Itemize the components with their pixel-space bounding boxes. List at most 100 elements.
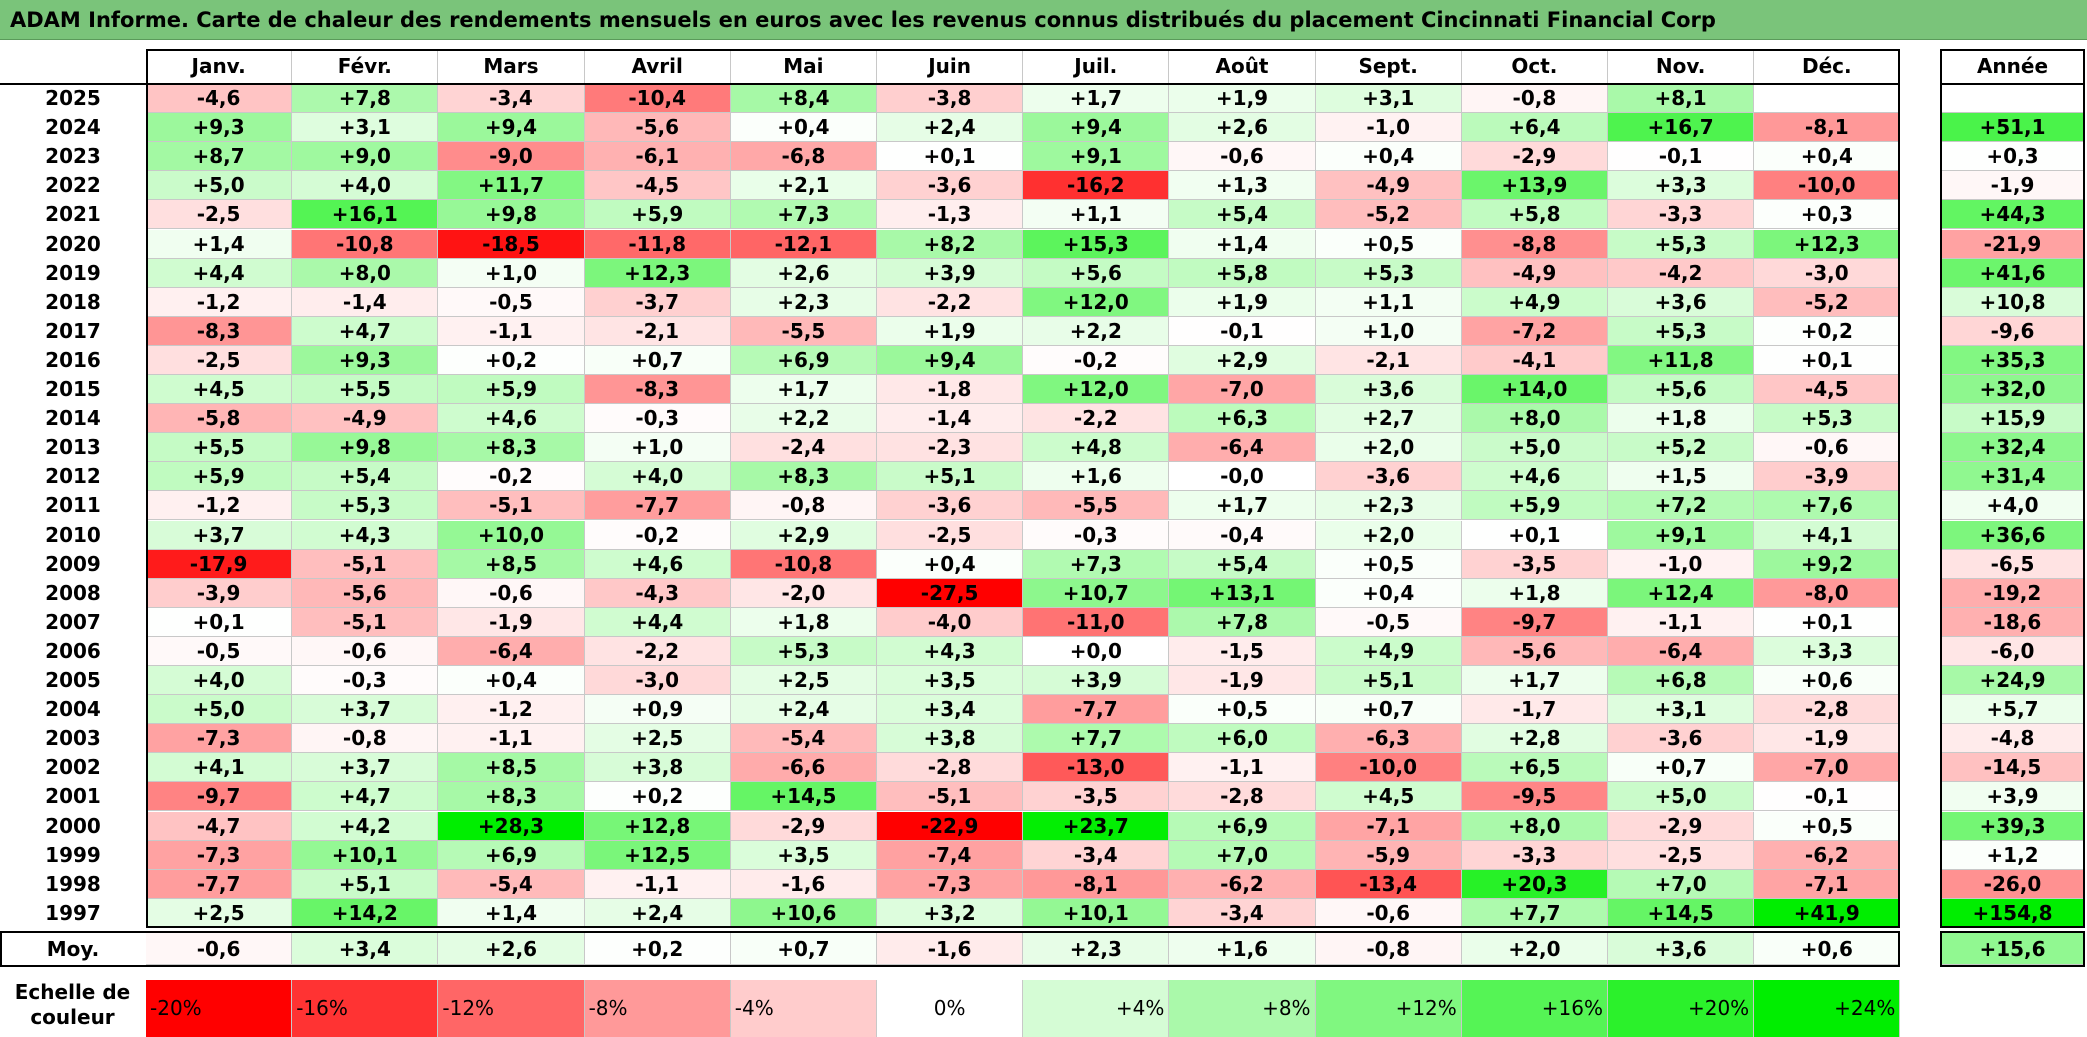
heatmap-cell: -8,3 [584,375,731,405]
heatmap-cell: +0,5 [1315,229,1462,259]
annual-cell: +32,4 [1940,433,2085,463]
heatmap-cell: -0,6 [1754,433,1901,463]
heatmap-cell: +13,1 [1169,578,1316,608]
heatmap-cell: +3,2 [877,898,1024,928]
scale-swatch: -16% [292,980,439,1037]
column-header: Juin [877,49,1024,83]
heatmap-cell: +9,4 [877,345,1024,375]
heatmap-cell: +4,4 [146,258,293,288]
heatmap-cell: +10,6 [730,898,877,928]
heatmap-cell: +4,4 [584,607,731,637]
heatmap-cell: +5,0 [146,695,293,725]
heatmap-cell: +2,4 [584,898,731,928]
heatmap-cell: -0,5 [438,287,585,317]
heatmap-cell: +1,0 [438,258,585,288]
year-label: 2015 [45,377,101,401]
annual-cell: -9,6 [1940,316,2085,346]
heatmap-cell: +2,8 [1461,724,1608,754]
heatmap-cell: -2,0 [730,578,877,608]
year-label: 1999 [45,842,101,867]
heatmap-cell: -1,0 [1315,113,1462,143]
heatmap-cell: -3,4 [1169,898,1316,928]
heatmap-cell: -5,1 [292,607,439,637]
heatmap-cell: +1,7 [1169,491,1316,521]
heatmap-cell: -7,2 [1461,316,1608,346]
heatmap-cell: +10,1 [1023,898,1170,928]
heatmap-cell: +5,1 [877,462,1024,492]
heatmap-cell: -0,6 [1315,898,1462,928]
heatmap-cell: -7,0 [1169,375,1316,405]
heatmap-cell: -10,8 [730,549,877,579]
heatmap-cell: -5,6 [584,113,731,143]
heatmap-cell: +9,4 [1023,113,1170,143]
heatmap-cell: +0,4 [438,666,585,696]
heatmap-cell: +8,0 [1461,404,1608,434]
heatmap-cell: +5,4 [1169,549,1316,579]
heatmap-cell: +4,2 [292,811,439,841]
heatmap-cell: +7,3 [1023,549,1170,579]
average-cell: +0,7 [730,932,877,965]
heatmap-cell: -17,9 [146,549,293,579]
heatmap-cell: +1,8 [1608,404,1755,434]
heatmap-cell: +0,4 [730,113,877,143]
heatmap-cell: -1,1 [584,869,731,899]
heatmap-cell: -0,5 [1315,607,1462,637]
heatmap-cell: +5,8 [1169,258,1316,288]
heatmap-cell: -0,4 [1169,520,1316,550]
heatmap-cell: -7,1 [1754,869,1901,899]
heatmap-cell: -7,4 [877,840,1024,870]
heatmap-cell: +1,7 [1023,84,1170,114]
average-annual-cell: +15,6 [1940,932,2085,965]
heatmap-cell: +2,3 [730,287,877,317]
year-label: 2020 [45,231,101,256]
heatmap-cell: +0,1 [146,607,293,637]
heatmap-cell: +0,1 [1461,520,1608,550]
heatmap-cell: +10,0 [438,520,585,550]
heatmap-cell: +14,0 [1461,375,1608,405]
heatmap-cell: -5,2 [1754,287,1901,317]
heatmap-cell: -0,2 [1023,345,1170,375]
heatmap-cell: -5,9 [1315,840,1462,870]
heatmap-cell: -5,5 [1023,491,1170,521]
heatmap-cell: +5,4 [1169,200,1316,230]
heatmap-cell: -7,1 [1315,811,1462,841]
heatmap-cell: +14,2 [292,898,439,928]
heatmap-cell: +0,7 [1315,695,1462,725]
year-label: 2003 [45,726,101,751]
heatmap-cell: +8,5 [438,549,585,579]
heatmap-cell: +14,5 [730,782,877,812]
heatmap-cell: -3,4 [1023,840,1170,870]
heatmap-cell: +8,0 [292,258,439,288]
heatmap-cell: +1,9 [1169,84,1316,114]
heatmap-cell: +6,3 [1169,404,1316,434]
heatmap-cell: -8,0 [1754,578,1901,608]
heatmap-cell: +4,3 [877,636,1024,666]
heatmap-cell: -0,3 [1023,520,1170,550]
annual-cell: -14,5 [1940,753,2085,783]
heatmap-cell: +0,1 [1754,607,1901,637]
heatmap-cell: +28,3 [438,811,585,841]
heatmap-cell: +3,9 [1023,666,1170,696]
heatmap-cell: +10,7 [1023,578,1170,608]
heatmap-cell: +4,6 [438,404,585,434]
annual-cell: -26,0 [1940,869,2085,899]
column-header: Avril [585,49,731,83]
heatmap-cell: -4,7 [146,811,293,841]
heatmap-cell: -1,0 [1608,549,1755,579]
heatmap-cell: +9,0 [292,142,439,172]
heatmap-cell: -0,2 [438,462,585,492]
heatmap-cell: +2,2 [730,404,877,434]
year-label: 2025 [45,86,101,110]
heatmap-cell: -4,2 [1608,258,1755,288]
heatmap-cell: -1,4 [877,404,1024,434]
year-label: 2022 [45,173,101,198]
heatmap-cell: +5,3 [1315,258,1462,288]
heatmap-cell: +5,3 [292,491,439,521]
heatmap-cell: -6,4 [1169,433,1316,463]
annual-cell: -19,2 [1940,578,2085,608]
annual-cell: -6,5 [1940,549,2085,579]
heatmap-cell: +10,1 [292,840,439,870]
heatmap-cell: +4,7 [292,782,439,812]
heatmap-cell: +3,5 [730,840,877,870]
heatmap-cell: +6,8 [1608,666,1755,696]
